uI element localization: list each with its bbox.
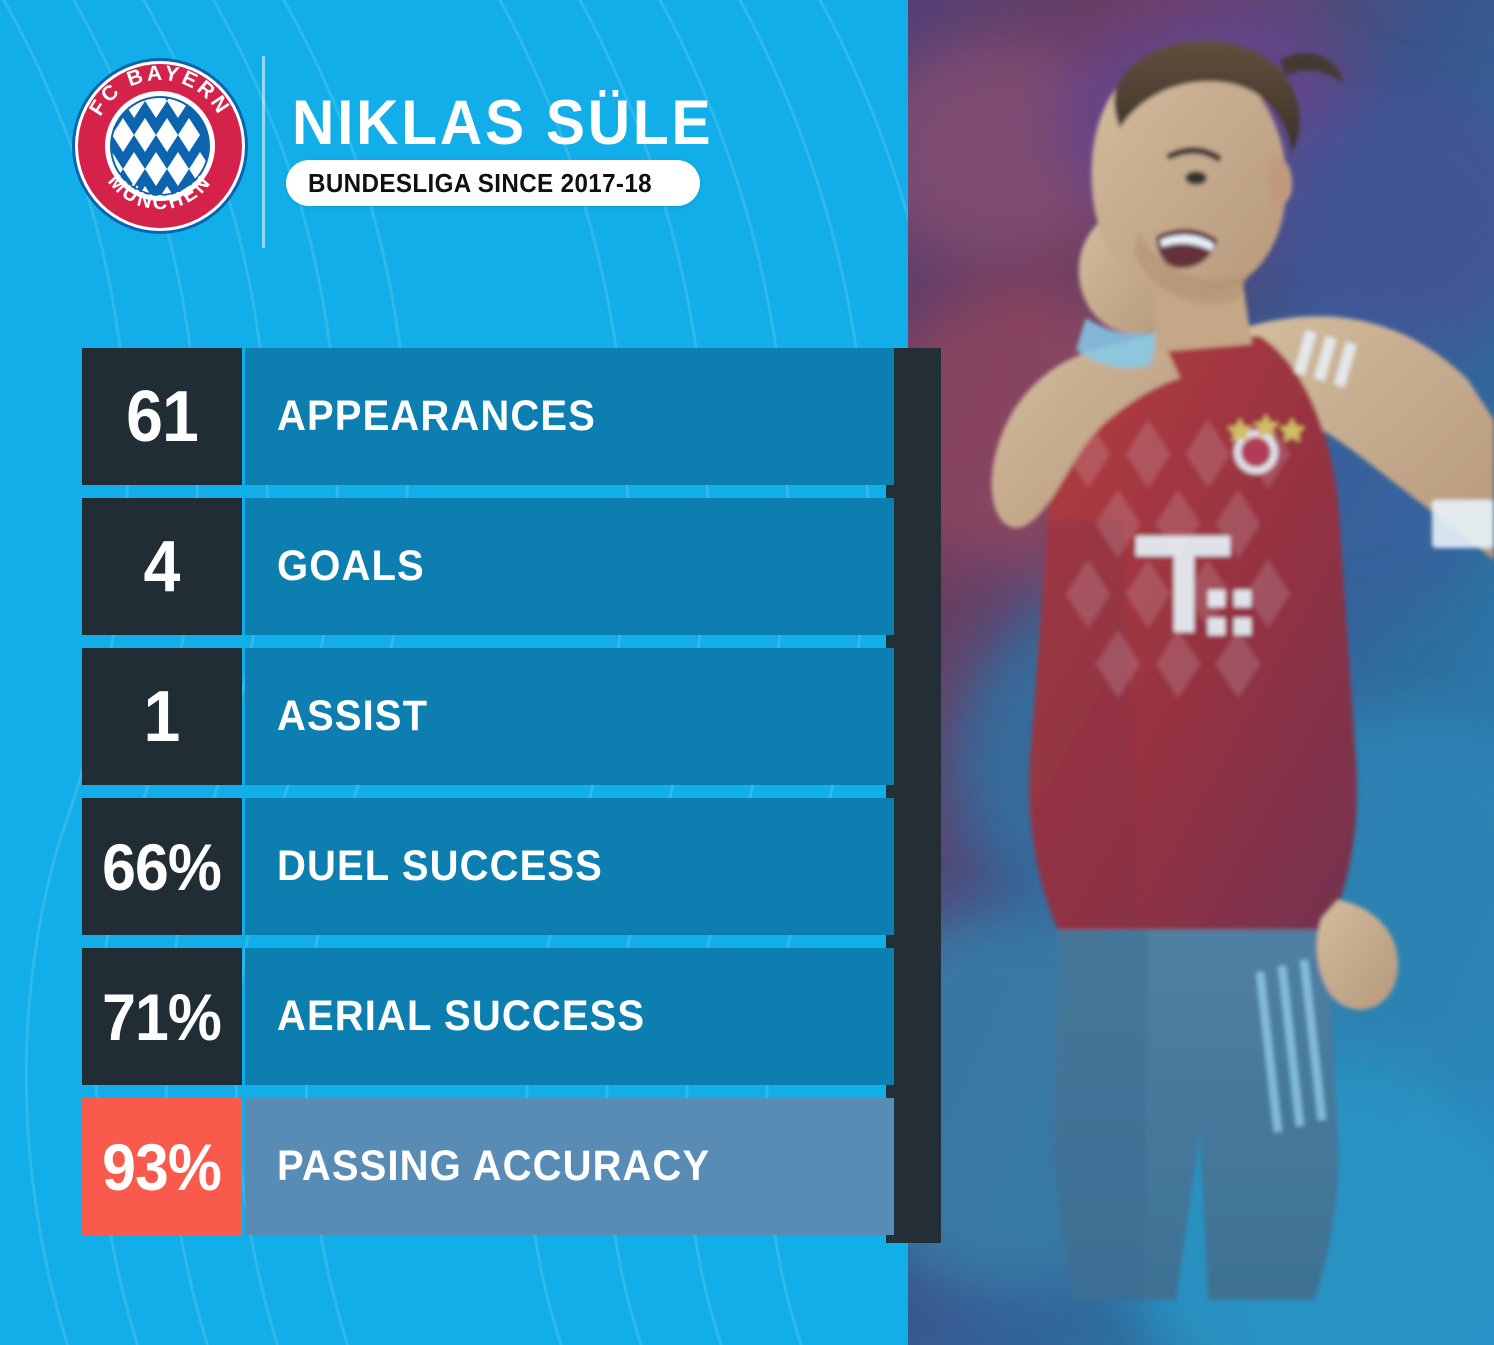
stat-row: 66% DUEL SUCCESS [82, 798, 894, 935]
stat-label: AERIAL SUCCESS [277, 992, 646, 1040]
player-photo [908, 0, 1494, 1345]
league-badge: BUNDESLIGA SINCE 2017-18 [286, 160, 700, 206]
fc-bayern-munchen-crest-icon: FC BAYERN MÜNCHEN [72, 58, 248, 234]
stat-label: PASSING ACCURACY [277, 1142, 711, 1190]
stat-value-box: 93% [82, 1098, 242, 1235]
stat-label: GOALS [277, 542, 425, 590]
stat-value-box: 4 [82, 498, 242, 635]
stat-value-box: 61 [82, 348, 242, 485]
stat-row: 4 GOALS [82, 498, 894, 635]
stat-value-box: 66% [82, 798, 242, 935]
stat-label: ASSIST [277, 692, 429, 740]
stat-bar: DUEL SUCCESS [245, 798, 894, 935]
stat-value: 66% [102, 829, 223, 904]
stat-value: 4 [144, 526, 181, 607]
stat-bar: ASSIST [245, 648, 894, 785]
league-badge-label: BUNDESLIGA SINCE 2017-18 [308, 167, 652, 198]
header: FC BAYERN MÜNCHEN NIKLAS SÜLE BUNDESLIGA… [0, 0, 908, 300]
stat-bar: AERIAL SUCCESS [245, 948, 894, 1085]
stat-label: APPEARANCES [277, 392, 596, 440]
stat-value: 61 [126, 376, 199, 457]
stats-spine [886, 348, 941, 1243]
stat-label: DUEL SUCCESS [277, 842, 603, 890]
stat-value-box: 71% [82, 948, 242, 1085]
header-divider [262, 56, 265, 248]
stat-bar: PASSING ACCURACY [245, 1098, 894, 1235]
stat-value: 71% [102, 979, 223, 1054]
stat-bar: APPEARANCES [245, 348, 894, 485]
stat-bar: GOALS [245, 498, 894, 635]
stats-list: 61 APPEARANCES 4 GOALS 1 ASSIST 66% DUEL SUCCES… [82, 348, 941, 1243]
stat-row: 93% PASSING ACCURACY [82, 1098, 894, 1235]
stat-value: 93% [102, 1129, 223, 1204]
page-title: NIKLAS SÜLE [292, 88, 714, 158]
stat-value: 1 [144, 676, 181, 757]
stat-row: 71% AERIAL SUCCESS [82, 948, 894, 1085]
stat-row: 1 ASSIST [82, 648, 894, 785]
stat-row: 61 APPEARANCES [82, 348, 894, 485]
stat-value-box: 1 [82, 648, 242, 785]
